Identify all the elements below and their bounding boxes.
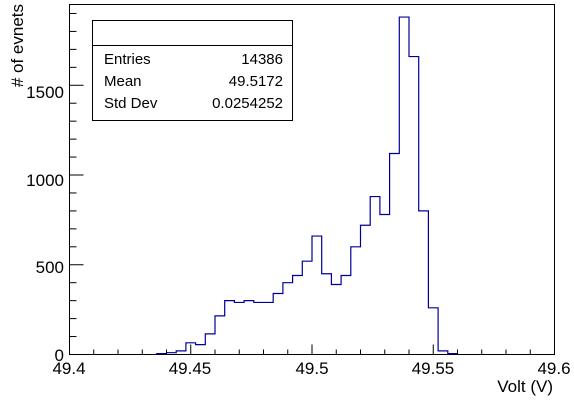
- x-axis-title: Volt (V): [497, 377, 553, 396]
- stats-mean-label: Mean: [104, 73, 142, 90]
- stats-stddev-value: 0.0254252: [212, 95, 283, 112]
- x-tick-label-49.6: 49.6: [537, 359, 570, 378]
- y-tick-label-1000: 1000: [26, 171, 64, 190]
- x-tick-labels: 49.4 49.45 49.5 49.55 49.6: [52, 359, 570, 378]
- x-tick-label-49.55: 49.55: [412, 359, 455, 378]
- y-tick-label-500: 500: [36, 258, 64, 277]
- x-tick-label-49.5: 49.5: [295, 359, 328, 378]
- stats-box-frame: [92, 20, 293, 121]
- axis-ticks: [69, 12, 555, 355]
- stats-entries-value: 14386: [241, 51, 283, 68]
- stats-entries-label: Entries: [104, 51, 151, 68]
- stats-box: Entries 14386 Mean 49.5172 Std Dev 0.025…: [92, 20, 293, 121]
- x-tick-label-49.45: 49.45: [169, 359, 212, 378]
- y-tick-labels: 0 500 1000 1500: [26, 83, 64, 365]
- y-axis-title: # of evnets: [8, 4, 27, 87]
- y-tick-label-1500: 1500: [26, 83, 64, 102]
- x-tick-label-49.4: 49.4: [52, 359, 85, 378]
- y-tick-label-0: 0: [55, 346, 64, 365]
- stats-stddev-label: Std Dev: [104, 95, 158, 112]
- stats-mean-value: 49.5172: [229, 73, 283, 90]
- histogram-outline: [156, 16, 459, 355]
